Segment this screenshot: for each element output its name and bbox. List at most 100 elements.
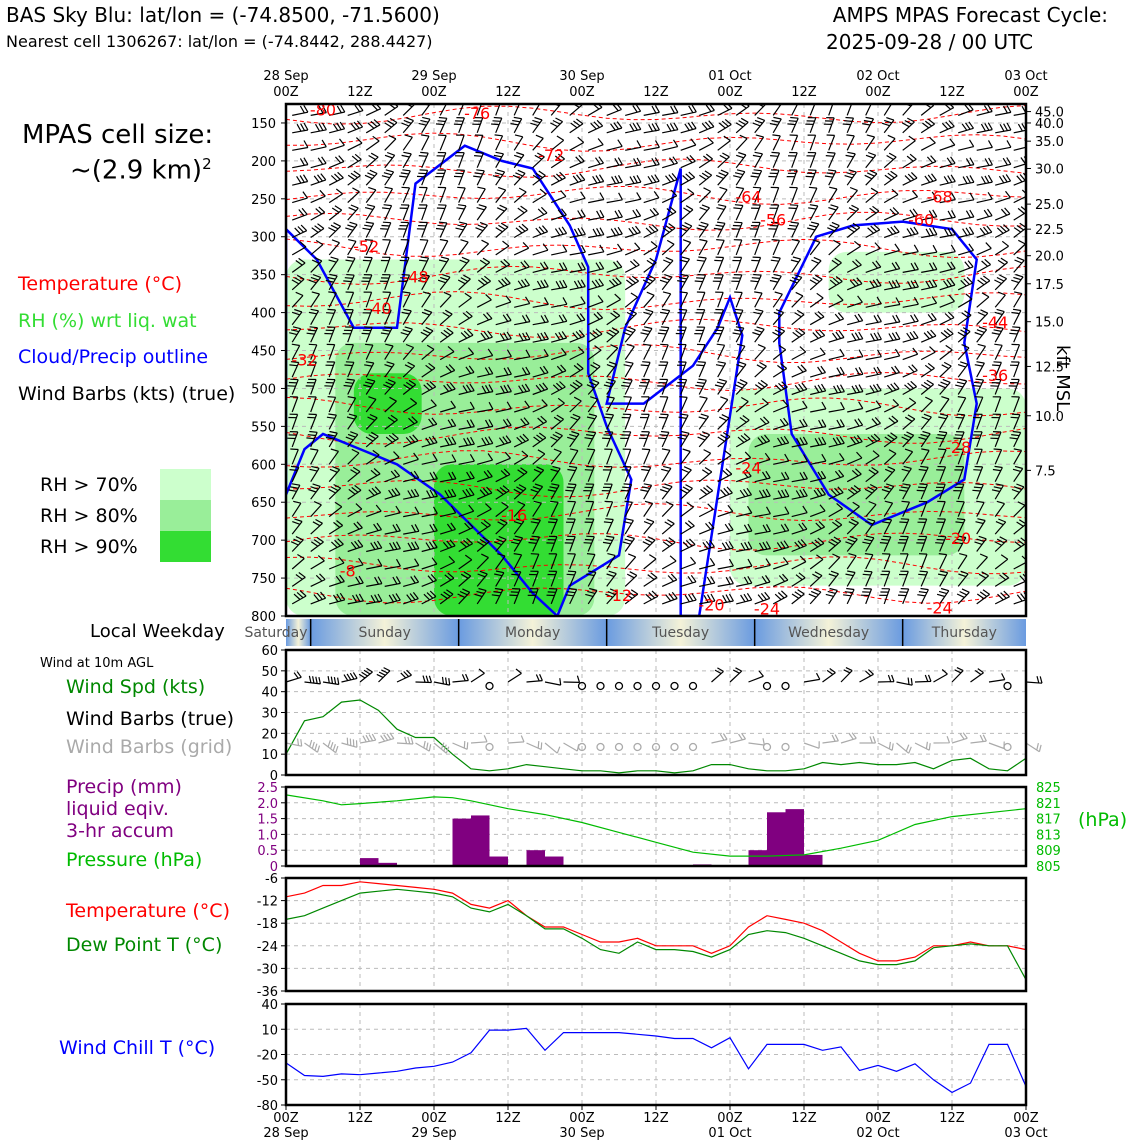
bottom-hour-label: 12Z	[791, 1111, 817, 1126]
wind-barb	[736, 592, 753, 605]
wind-barb	[513, 187, 527, 204]
wind-barb	[902, 448, 914, 465]
wind-barb	[384, 432, 399, 448]
legend-rh80: RH > 80%	[40, 505, 138, 527]
wind-barb	[791, 436, 808, 448]
temperature-label: -16	[501, 506, 527, 525]
wind-barb	[421, 489, 438, 500]
wind-barb	[957, 344, 970, 361]
wind-barb	[291, 308, 303, 326]
wind-barb	[402, 379, 417, 395]
wind-barb	[588, 192, 605, 204]
wind-barb	[439, 589, 454, 605]
wind-barb	[439, 291, 452, 308]
wind-barb	[920, 329, 937, 343]
wind-barb	[625, 225, 641, 239]
weekday-cell	[754, 619, 903, 646]
wind-barb	[458, 347, 475, 361]
wind-barb	[661, 256, 674, 273]
wind-barb	[662, 122, 679, 134]
wind-barb	[828, 469, 845, 483]
wind-barb	[754, 488, 771, 500]
wind-barb	[712, 274, 724, 291]
wind-barb	[643, 140, 660, 151]
wind-barb	[328, 171, 344, 186]
wind-barb	[824, 169, 837, 186]
wind-barb	[902, 397, 917, 413]
wind-barb	[439, 539, 456, 553]
surface-wind-barb	[396, 669, 412, 683]
pressure-tick-label: 650	[251, 496, 276, 511]
precip-bar	[748, 850, 767, 866]
calm-wind-marker	[1003, 742, 1012, 752]
wind-panel-ytick-label: 50	[261, 665, 278, 680]
wind-barb	[494, 134, 504, 151]
wind-barb	[365, 119, 381, 134]
calm-wind-marker	[688, 681, 698, 691]
wind-barb	[791, 327, 806, 343]
wind-barb	[957, 396, 967, 413]
windchill-panel-ytick-label: 40	[261, 998, 278, 1013]
wind-barb	[606, 157, 623, 169]
calm-wind-marker	[651, 681, 661, 691]
wind-barb	[328, 538, 344, 553]
surface-wind-barb	[285, 738, 303, 747]
wind-barb	[440, 418, 457, 430]
wind-barb	[642, 536, 656, 552]
wind-barb	[772, 381, 788, 396]
wind-barb	[476, 239, 490, 256]
wind-barb	[1013, 291, 1023, 308]
wind-barb	[809, 520, 826, 535]
wind-barb	[773, 417, 789, 430]
wind-barb	[514, 349, 531, 361]
wind-barb	[547, 570, 558, 587]
wind-barb	[476, 257, 491, 273]
wind-barb	[364, 361, 375, 378]
wind-barb	[638, 431, 650, 448]
wind-barb	[550, 117, 564, 134]
wind-barb	[865, 518, 876, 535]
surface-wind-barb	[563, 742, 580, 752]
wind-barb	[365, 449, 380, 465]
surface-wind-barb	[544, 678, 562, 686]
wind-barb	[754, 379, 768, 395]
wind-barb	[606, 396, 615, 413]
wind-barb	[787, 221, 800, 238]
wind-barb	[310, 189, 326, 204]
wind-barb	[864, 169, 878, 186]
wind-barb	[492, 169, 506, 186]
wind-barb	[473, 104, 483, 116]
bottom-hour-label: 12Z	[939, 1111, 965, 1126]
wind-barb	[604, 500, 614, 517]
wind-barb	[587, 295, 604, 308]
wind-barb	[643, 291, 655, 308]
wind-barb	[902, 171, 918, 186]
wind-barb	[884, 279, 901, 291]
wind-barb	[865, 433, 881, 448]
precip-bar	[471, 815, 490, 866]
wind-barb	[532, 104, 541, 116]
wind-barb	[495, 468, 511, 483]
wind-barb	[918, 465, 929, 482]
wind-barb	[643, 257, 657, 273]
wind-barb	[920, 155, 937, 169]
wind-barb	[347, 104, 364, 116]
wind-barb	[588, 209, 605, 221]
surface-wind-barb	[507, 668, 522, 683]
wind-barb	[679, 256, 691, 273]
wind-barb	[584, 465, 595, 482]
wind-barb	[902, 330, 919, 343]
wind-barb	[957, 293, 973, 308]
wind-barb	[865, 383, 882, 396]
precip-bar	[804, 854, 823, 866]
wind-barb	[643, 500, 654, 517]
wind-barb	[606, 139, 623, 151]
wind-barb	[381, 308, 392, 325]
wind-barb	[696, 361, 707, 378]
temperature-label: -32	[291, 351, 317, 370]
wind-barb	[532, 449, 546, 465]
wind-barb	[1013, 122, 1026, 134]
wind-barb	[347, 521, 363, 535]
wind-barb	[733, 308, 744, 325]
